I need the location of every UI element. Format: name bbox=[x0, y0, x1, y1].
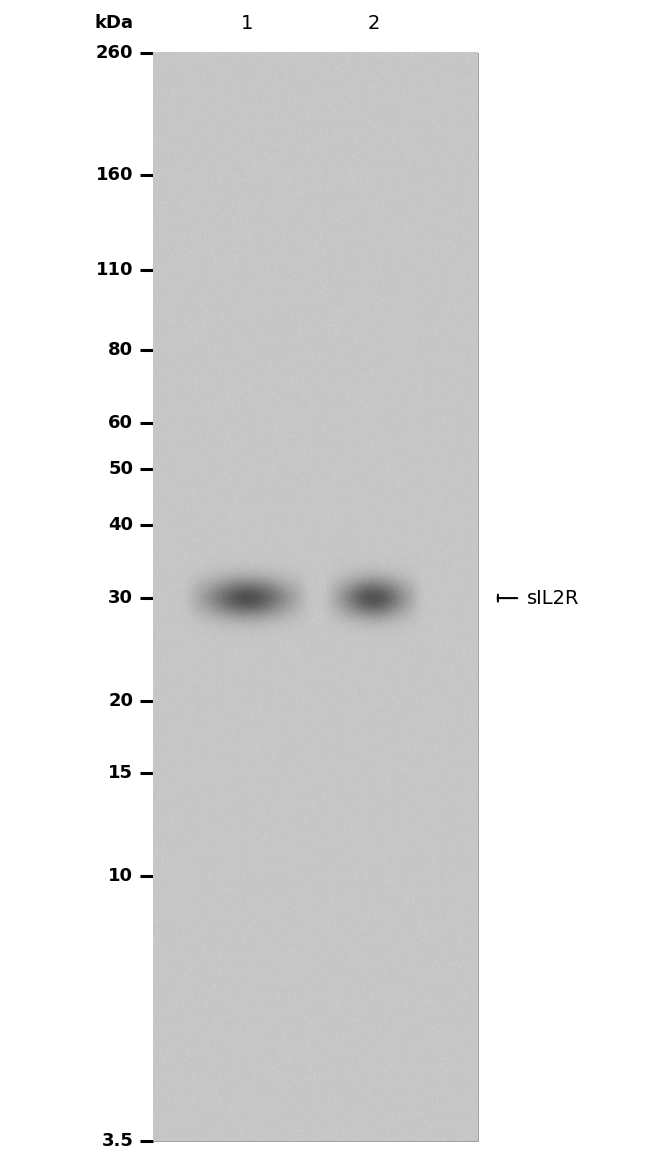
Text: 40: 40 bbox=[109, 516, 133, 535]
Text: 110: 110 bbox=[96, 261, 133, 278]
Text: 1: 1 bbox=[240, 14, 254, 33]
Text: 60: 60 bbox=[109, 414, 133, 432]
Text: 15: 15 bbox=[109, 764, 133, 783]
Text: kDa: kDa bbox=[94, 14, 133, 33]
Text: sIL2R: sIL2R bbox=[526, 589, 579, 607]
Text: 30: 30 bbox=[109, 590, 133, 607]
Text: 260: 260 bbox=[96, 43, 133, 62]
Text: 20: 20 bbox=[109, 691, 133, 709]
Text: 50: 50 bbox=[109, 460, 133, 479]
Text: 10: 10 bbox=[109, 867, 133, 885]
Text: 3.5: 3.5 bbox=[101, 1131, 133, 1150]
Text: 160: 160 bbox=[96, 166, 133, 185]
Text: 2: 2 bbox=[367, 14, 380, 33]
FancyBboxPatch shape bbox=[153, 53, 478, 1141]
Text: 80: 80 bbox=[108, 342, 133, 359]
